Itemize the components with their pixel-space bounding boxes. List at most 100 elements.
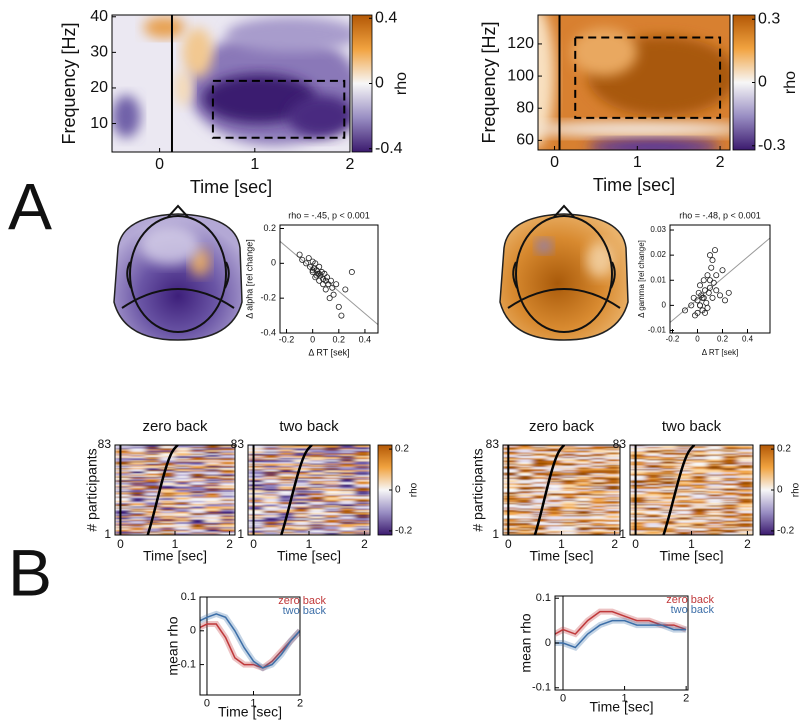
heatmap-image bbox=[645, 502, 662, 505]
heatmap-image bbox=[324, 513, 341, 516]
heatmap-image bbox=[737, 492, 753, 495]
heatmap-image bbox=[205, 524, 221, 527]
heatmap-image bbox=[220, 469, 235, 472]
y-tick-label: 0.02 bbox=[650, 250, 666, 259]
heatmap-image bbox=[503, 474, 519, 476]
heatmap-image bbox=[691, 499, 708, 501]
heatmap-image bbox=[293, 505, 310, 508]
heatmap-image bbox=[722, 467, 739, 470]
heatmap-image bbox=[263, 515, 280, 518]
heatmap-image bbox=[160, 501, 176, 504]
heatmap-image bbox=[532, 475, 548, 477]
heatmap-image bbox=[660, 491, 678, 494]
heatmap-image bbox=[576, 509, 592, 511]
heatmap-image bbox=[160, 449, 176, 452]
heatmap-image bbox=[660, 486, 678, 488]
heatmap-image bbox=[645, 494, 662, 497]
heatmap-image bbox=[605, 472, 620, 475]
heatmap-image bbox=[115, 513, 131, 516]
heatmap-image bbox=[645, 460, 662, 463]
heatmap-image bbox=[590, 467, 607, 470]
y-tick-label: 83 bbox=[98, 437, 112, 451]
heatmap-image bbox=[160, 446, 176, 449]
heatmap-image bbox=[503, 516, 519, 519]
heatmap-image bbox=[130, 524, 146, 527]
heatmap-image bbox=[175, 519, 191, 521]
heatmap-image bbox=[503, 460, 519, 463]
heatmap-image bbox=[205, 520, 221, 522]
heatmap-image bbox=[546, 510, 563, 512]
heatmap-image bbox=[517, 516, 534, 519]
heatmap-image bbox=[354, 504, 370, 507]
heatmap-image bbox=[220, 464, 235, 466]
heatmap-image bbox=[576, 485, 592, 487]
heatmap-image bbox=[248, 445, 370, 535]
heatmap-image bbox=[706, 456, 724, 459]
heatmap-image bbox=[722, 499, 739, 501]
heatmap-image bbox=[248, 481, 265, 484]
heatmap-image bbox=[590, 519, 607, 521]
heatmap-image bbox=[278, 472, 295, 475]
heatmap-image bbox=[645, 533, 662, 535]
heatmap-image bbox=[676, 481, 693, 484]
heatmap-image bbox=[309, 460, 326, 463]
heatmap-image bbox=[324, 488, 341, 490]
heatmap-image bbox=[605, 447, 620, 450]
heatmap-image bbox=[630, 451, 647, 453]
x-tick-label: 0.4 bbox=[359, 335, 372, 345]
heatmap-image bbox=[576, 499, 592, 501]
heatmap-image bbox=[722, 512, 739, 515]
heatmap-image bbox=[660, 489, 678, 492]
heatmap-image bbox=[517, 462, 534, 464]
heatmap-image bbox=[220, 468, 235, 471]
heatmap-image bbox=[190, 489, 206, 492]
heatmap-image bbox=[324, 498, 341, 500]
heatmap-image bbox=[309, 507, 326, 509]
heatmap-image bbox=[722, 494, 739, 497]
heatmap-image bbox=[293, 525, 310, 528]
heatmap-image bbox=[706, 445, 724, 448]
heatmap-image bbox=[737, 507, 753, 509]
heatmap-image bbox=[175, 532, 191, 534]
heatmap-image bbox=[339, 502, 356, 505]
heatmap-image bbox=[630, 452, 647, 454]
heatmap-image bbox=[676, 452, 693, 454]
heatmap-image bbox=[576, 446, 592, 449]
heatmap-image bbox=[630, 500, 647, 503]
heatmap-image bbox=[605, 470, 620, 473]
heatmap-image bbox=[722, 502, 739, 505]
heatmap-image bbox=[248, 525, 265, 528]
heatmap-image bbox=[339, 477, 356, 479]
heatmap-image bbox=[175, 454, 191, 456]
heatmap-image bbox=[339, 445, 356, 448]
heatmap-image bbox=[546, 486, 563, 488]
heatmap-image bbox=[561, 471, 578, 474]
heatmap-image bbox=[248, 512, 265, 515]
heatmap-image bbox=[248, 524, 265, 527]
heatmap-image bbox=[517, 471, 534, 474]
heatmap-image bbox=[205, 479, 221, 482]
heatmap-image bbox=[339, 514, 356, 517]
heatmap-image bbox=[532, 479, 548, 482]
heatmap-image bbox=[160, 445, 176, 448]
heatmap-image bbox=[691, 517, 708, 520]
heatmap-image bbox=[205, 488, 221, 490]
heatmap-image bbox=[645, 530, 662, 532]
heatmap-image bbox=[706, 455, 724, 458]
heatmap-image bbox=[605, 497, 620, 499]
heatmap-image bbox=[339, 509, 356, 511]
heatmap-image bbox=[706, 475, 724, 477]
heatmap-image bbox=[190, 514, 206, 517]
heatmap-image bbox=[532, 502, 548, 505]
y-axis-label: # participants bbox=[84, 448, 100, 531]
heatmap-image bbox=[722, 525, 739, 528]
heatmap-image bbox=[576, 470, 592, 473]
heatmap-image bbox=[722, 513, 739, 516]
heatmap-image bbox=[145, 451, 161, 453]
heatmap-image bbox=[590, 516, 607, 519]
heatmap-image bbox=[532, 524, 548, 527]
heatmap-image bbox=[220, 508, 235, 510]
heatmap-image bbox=[645, 459, 662, 462]
heatmap-image bbox=[324, 502, 341, 505]
heatmap-image bbox=[309, 520, 326, 522]
